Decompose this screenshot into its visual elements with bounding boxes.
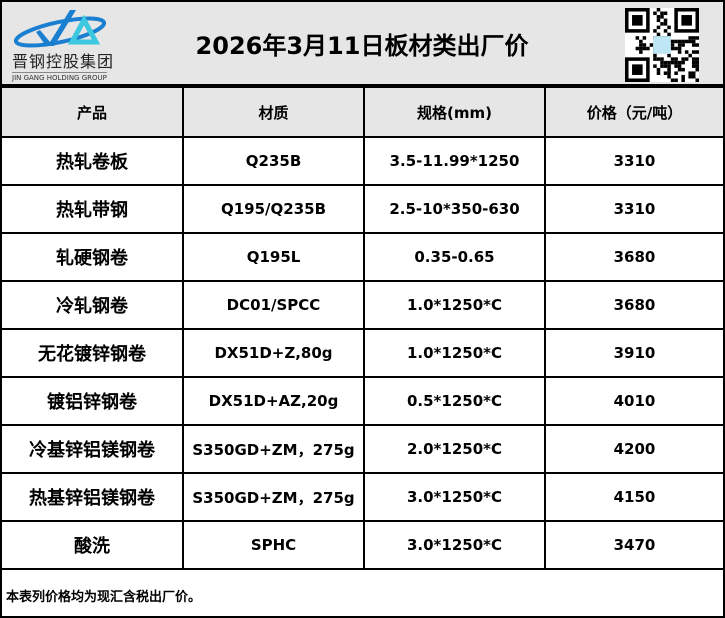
footer-note: 本表列价格均为现汇含税出厂价。 [6,590,202,605]
product-cell: 热基锌铝镁钢卷 [2,472,184,522]
spec-cell: 1.0*1250*C [363,280,546,330]
material-cell: S350GD+ZM，275g [182,424,365,474]
price-cell: 4200 [544,424,723,474]
material-cell: S350GD+ZM，275g [182,472,365,522]
product-cell: 冷基锌铝镁钢卷 [2,424,184,474]
price-cell: 3470 [544,520,723,570]
spec-cell: 2.5-10*350-630 [363,184,546,234]
product-cell: 酸洗 [2,520,184,570]
material-cell: DX51D+Z,80g [182,328,365,378]
page-title: 2026年3月11日板材类出厂价 [195,32,529,60]
header: 晋钢控股集团 JIN GANG HOLDING GROUP 2026年3月11日… [2,2,723,86]
spec-cell: 1.0*1250*C [363,328,546,378]
product-cell: 镀铝锌钢卷 [2,376,184,426]
product-cell: 无花镀锌钢卷 [2,328,184,378]
table-row: 镀铝锌钢卷 DX51D+AZ,20g 0.5*1250*C 4010 [2,376,723,426]
column-header: 产品 [2,86,184,138]
column-header: 价格（元/吨） [544,86,723,138]
spec-cell: 3.0*1250*C [363,520,546,570]
product-cell: 冷轧钢卷 [2,280,184,330]
company-logo: 晋钢控股集团 JIN GANG HOLDING GROUP [10,8,125,84]
material-cell: DX51D+AZ,20g [182,376,365,426]
price-cell: 3310 [544,136,723,186]
table-row: 冷基锌铝镁钢卷 S350GD+ZM，275g 2.0*1250*C 4200 [2,424,723,474]
spec-cell: 2.0*1250*C [363,424,546,474]
price-cell: 3680 [544,280,723,330]
material-cell: Q195L [182,232,365,282]
material-cell: SPHC [182,520,365,570]
price-cell: 3310 [544,184,723,234]
product-cell: 轧硬钢卷 [2,232,184,282]
spec-cell: 0.5*1250*C [363,376,546,426]
price-cell: 4010 [544,376,723,426]
spec-cell: 0.35-0.65 [363,232,546,282]
material-cell: Q235B [182,136,365,186]
table-row: 热基锌铝镁钢卷 S350GD+ZM，275g 3.0*1250*C 4150 [2,472,723,522]
table-row: 无花镀锌钢卷 DX51D+Z,80g 1.0*1250*C 3910 [2,328,723,378]
table-row: 冷轧钢卷 DC01/SPCC 1.0*1250*C 3680 [2,280,723,330]
qr-code-icon [625,8,699,82]
material-cell: DC01/SPCC [182,280,365,330]
company-name: 晋钢控股集团 [12,52,115,71]
logo-mark-icon [13,10,107,48]
price-cell: 3680 [544,232,723,282]
column-header: 规格(mm) [363,86,546,138]
table-header-row: 产品 材质 规格(mm) 价格（元/吨） [2,86,723,138]
product-cell: 热轧带钢 [2,184,184,234]
table-row: 酸洗 SPHC 3.0*1250*C 3470 [2,520,723,570]
material-cell: Q195/Q235B [182,184,365,234]
company-name-en: JIN GANG HOLDING GROUP [12,72,107,82]
table-row: 热轧带钢 Q195/Q235B 2.5-10*350-630 3310 [2,184,723,234]
price-cell: 3910 [544,328,723,378]
column-header: 材质 [182,86,365,138]
spec-cell: 3.0*1250*C [363,472,546,522]
spec-cell: 3.5-11.99*1250 [363,136,546,186]
price-table: 产品 材质 规格(mm) 价格（元/吨） 热轧卷板 Q235B 3.5-11.99*… [2,86,723,570]
price-cell: 4150 [544,472,723,522]
table-row: 热轧卷板 Q235B 3.5-11.99*1250 3310 [2,136,723,186]
table-row: 轧硬钢卷 Q195L 0.35-0.65 3680 [2,232,723,282]
product-cell: 热轧卷板 [2,136,184,186]
